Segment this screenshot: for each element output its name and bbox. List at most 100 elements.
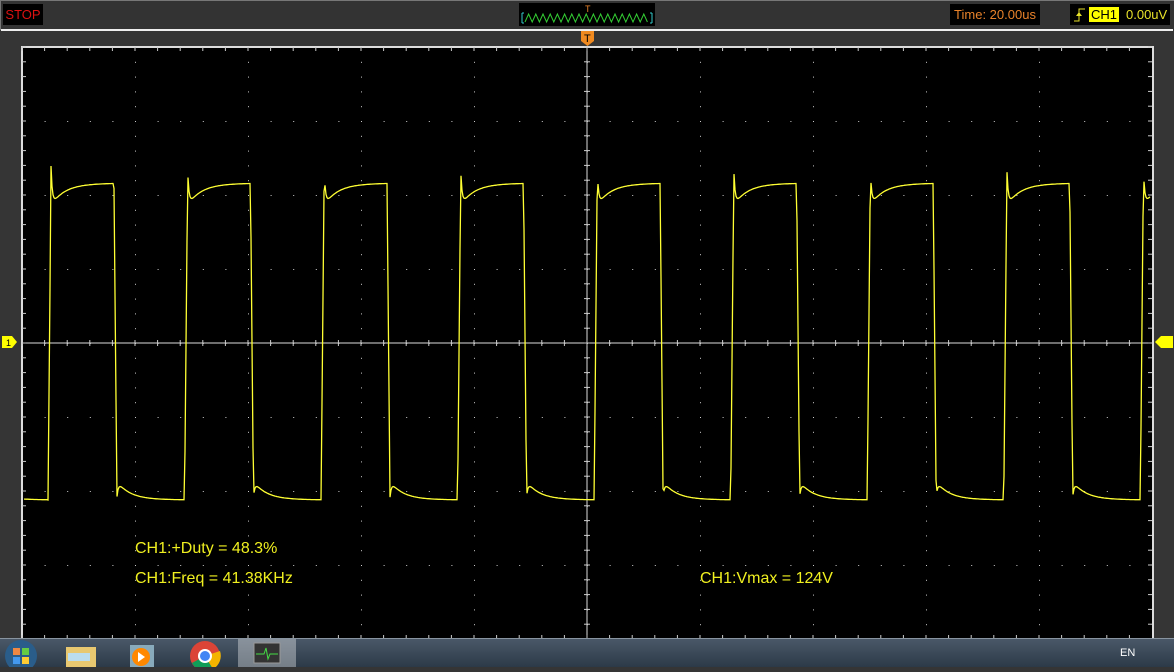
- grid-dot: [406, 491, 408, 492]
- waveform-overview[interactable]: T: [519, 3, 655, 26]
- grid-dot: [700, 135, 701, 137]
- grid-dot: [700, 431, 701, 433]
- grid-dot: [135, 505, 136, 507]
- file-explorer-icon[interactable]: [64, 639, 98, 667]
- grid-dot: [135, 283, 136, 285]
- oscilloscope-app-button[interactable]: [238, 639, 296, 667]
- grid-dot: [926, 609, 927, 611]
- grid-dot: [813, 594, 814, 596]
- grid-dot: [813, 91, 814, 93]
- grid-dot: [700, 254, 701, 256]
- grid-dot: [248, 491, 249, 492]
- grid-dot: [700, 61, 701, 63]
- grid-dot: [248, 520, 249, 522]
- trigger-level-marker[interactable]: [1155, 336, 1173, 348]
- grid-dot: [971, 417, 973, 418]
- grid-dot: [135, 535, 136, 537]
- grid-dot: [700, 402, 701, 404]
- grid-dot: [993, 269, 995, 270]
- ch1-offset-marker[interactable]: 1: [2, 336, 18, 348]
- grid-dot: [1016, 121, 1018, 122]
- trigger-position-marker[interactable]: T: [581, 31, 595, 47]
- grid-dot: [67, 121, 69, 122]
- grid-dot: [700, 283, 701, 285]
- grid-dot: [971, 121, 973, 122]
- grid-dot: [248, 180, 249, 182]
- grid-dot: [700, 180, 701, 182]
- grid-dot: [1039, 476, 1040, 478]
- run-stop-status[interactable]: STOP: [3, 4, 43, 25]
- grid-dot: [202, 565, 204, 566]
- grid-dot: [1039, 195, 1040, 196]
- timebase-display[interactable]: Time: 20.00us: [950, 4, 1040, 25]
- grid-dot: [180, 269, 182, 270]
- start-button[interactable]: [2, 639, 40, 667]
- grid-dot: [926, 298, 927, 300]
- grid-dot: [926, 505, 927, 507]
- grid-dot: [1039, 535, 1040, 537]
- chrome-icon[interactable]: [189, 639, 221, 667]
- grid-dot: [496, 417, 498, 418]
- grid-dot: [700, 520, 701, 522]
- grid-dot: [926, 402, 927, 404]
- grid-dot: [903, 121, 905, 122]
- grid-dot: [248, 76, 249, 78]
- grid-dot: [700, 106, 701, 108]
- grid-dot: [971, 565, 973, 566]
- grid-dot: [180, 565, 182, 566]
- grid-dot: [338, 491, 340, 492]
- grid-dot: [361, 579, 362, 581]
- grid-dot: [248, 357, 249, 359]
- grid-dot: [474, 520, 475, 522]
- grid-dot: [813, 209, 814, 211]
- grid-dot: [135, 106, 136, 108]
- grid-dot: [926, 579, 927, 581]
- grid-dot: [451, 195, 453, 196]
- grid-dot: [1129, 121, 1131, 122]
- grid-dot: [451, 565, 453, 566]
- language-indicator[interactable]: EN: [1120, 647, 1136, 659]
- grid-dot: [315, 491, 317, 492]
- grid-dot: [248, 91, 249, 93]
- grid-dot: [722, 491, 724, 492]
- grid-dot: [361, 195, 362, 196]
- grid-dot: [474, 446, 475, 448]
- media-player-icon[interactable]: [128, 639, 156, 667]
- grid-dot: [474, 209, 475, 211]
- grid-dot: [700, 535, 701, 537]
- grid-dot: [248, 417, 249, 418]
- grid-dot: [700, 579, 701, 581]
- grid-dot: [813, 491, 814, 492]
- grid-dot: [157, 491, 159, 492]
- ch1-trace: [24, 165, 1151, 501]
- grid-dot: [609, 491, 611, 492]
- grid-dot: [135, 135, 136, 137]
- grid-dot: [813, 328, 814, 330]
- grid-dot: [361, 61, 362, 63]
- grid-dot: [948, 121, 950, 122]
- grid-dot: [361, 91, 362, 93]
- grid-dot: [451, 417, 453, 418]
- grid-dot: [474, 328, 475, 330]
- grid-dot: [361, 357, 362, 359]
- grid-dot: [880, 417, 882, 418]
- grid-dot: [361, 121, 362, 122]
- grid-dot: [248, 209, 249, 211]
- grid-dot: [112, 121, 114, 122]
- grid-dot: [248, 550, 249, 552]
- grid-dot: [654, 121, 656, 122]
- grid-dot: [361, 180, 362, 182]
- grid-dot: [813, 446, 814, 448]
- grid-dot: [1039, 461, 1040, 463]
- grid-dot: [474, 195, 475, 196]
- grid-dot: [564, 269, 566, 270]
- grid-dot: [361, 520, 362, 522]
- grid-dot: [474, 431, 475, 433]
- grid-dot: [474, 387, 475, 389]
- trigger-display[interactable]: CH1 0.00uV: [1070, 4, 1170, 25]
- grid-dot: [813, 387, 814, 389]
- grid-dot: [700, 461, 701, 463]
- grid-dot: [654, 565, 656, 566]
- grid-dot: [700, 624, 701, 626]
